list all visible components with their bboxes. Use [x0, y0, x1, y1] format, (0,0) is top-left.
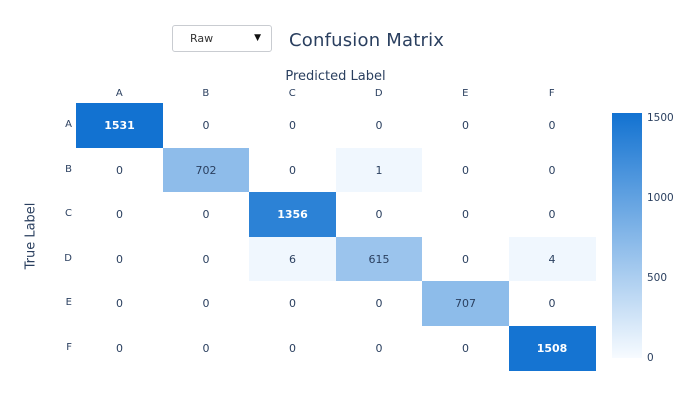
- matrix-cell-a-f: 0: [508, 103, 596, 148]
- matrix-cell-e-d: 0: [335, 281, 423, 326]
- row-label-d: D: [64, 252, 72, 264]
- row-label-f: F: [66, 341, 72, 353]
- matrix-cell-a-c: 0: [249, 103, 336, 148]
- column-label-e: E: [462, 88, 469, 99]
- matrix-cell-e-c: 0: [249, 281, 336, 326]
- metric-mode-dropdown-value: Raw: [190, 32, 214, 45]
- matrix-cell-f-f: 1508: [508, 325, 596, 371]
- matrix-cell-a-b: 0: [162, 103, 250, 148]
- matrix-cell-e-b: 0: [162, 281, 250, 326]
- matrix-cell-b-c: 0: [249, 147, 336, 193]
- matrix-cell-c-c: 1356: [249, 192, 336, 237]
- matrix-cell-a-e: 0: [422, 103, 509, 148]
- matrix-cell-f-c: 0: [249, 325, 336, 371]
- matrix-cell-e-e: 707: [422, 281, 509, 326]
- matrix-cell-f-b: 0: [162, 325, 250, 371]
- matrix-cell-f-d: 0: [335, 325, 423, 371]
- matrix-cell-e-a: 0: [76, 281, 163, 326]
- colorbar-tick-0: 0: [647, 352, 654, 364]
- column-label-b: B: [202, 88, 210, 99]
- column-label-a: A: [115, 88, 123, 99]
- matrix-cell-d-c: 6: [249, 236, 336, 282]
- row-label-a: A: [65, 119, 72, 131]
- matrix-cell-c-a: 0: [76, 192, 163, 237]
- metric-mode-dropdown[interactable]: Raw ▼: [172, 25, 272, 52]
- row-label-c: C: [65, 208, 72, 220]
- matrix-cell-c-e: 0: [422, 192, 509, 237]
- column-label-d: D: [374, 88, 383, 99]
- matrix-cell-f-a: 0: [76, 325, 163, 371]
- colorbar-tick-1000: 1000: [647, 191, 674, 204]
- matrix-cell-d-b: 0: [162, 236, 250, 282]
- x-axis-title: Predicted Label: [285, 69, 386, 84]
- row-label-e: E: [65, 297, 72, 309]
- matrix-cell-a-d: 0: [335, 103, 423, 148]
- matrix-cell-f-e: 0: [422, 325, 509, 371]
- matrix-cell-b-b: 702: [162, 147, 250, 193]
- matrix-cell-c-d: 0: [335, 192, 423, 237]
- matrix-cell-c-b: 0: [162, 192, 250, 237]
- matrix-cell-e-f: 0: [508, 281, 596, 326]
- row-label-b: B: [65, 163, 72, 175]
- matrix-cell-a-a: 1531: [76, 103, 163, 148]
- matrix-cell-c-f: 0: [508, 192, 596, 237]
- matrix-cell-d-e: 0: [422, 236, 509, 282]
- matrix-cell-d-a: 0: [76, 236, 163, 282]
- matrix-cell-d-f: 4: [508, 236, 596, 282]
- colorbar: [612, 113, 642, 358]
- matrix-cell-d-d: 615: [335, 236, 423, 282]
- chevron-down-icon: ▼: [254, 33, 261, 43]
- matrix-cell-b-d: 1: [335, 147, 423, 193]
- matrix-cell-b-f: 0: [508, 147, 596, 193]
- colorbar-tick-500: 500: [647, 271, 668, 284]
- matrix-cell-b-a: 0: [76, 147, 163, 193]
- column-label-f: F: [548, 88, 555, 99]
- matrix-cell-b-e: 0: [422, 147, 509, 193]
- page-title: Confusion Matrix: [289, 30, 445, 51]
- column-label-c: C: [288, 88, 296, 99]
- colorbar-tick-1500: 1500: [647, 111, 674, 124]
- y-axis-title: True Label: [23, 202, 39, 270]
